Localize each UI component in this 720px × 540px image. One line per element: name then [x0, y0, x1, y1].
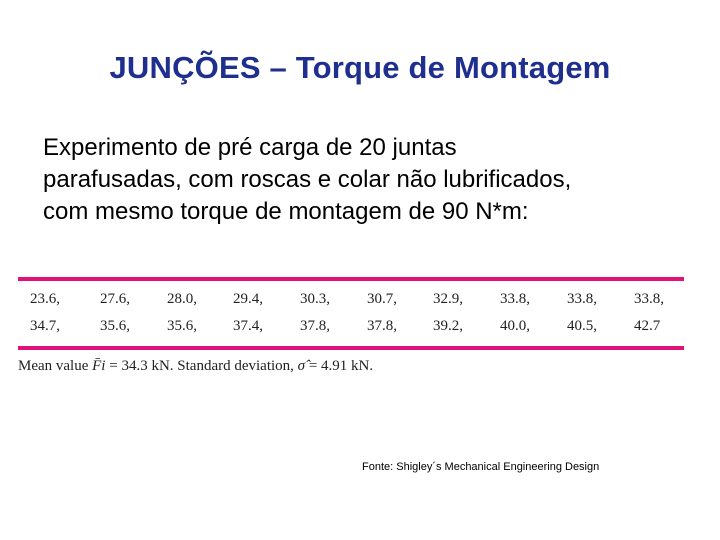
table-row: 23.6, 27.6, 28.0, 29.4, 30.3, 30.7, 32.9… [0, 291, 720, 315]
table-cell: 40.0, [500, 318, 530, 334]
summary-statistics: Mean value F̄i = 34.3 kN. Standard devia… [18, 358, 373, 375]
intro-line: Experimento de pré carga de 20 juntas [43, 134, 457, 161]
table-cell: 29.4, [233, 291, 263, 307]
intro-line: com mesmo torque de montagem de 90 N*m: [43, 198, 529, 225]
slide-title: JUNÇÕES – Torque de Montagem [109, 50, 611, 85]
table-cell: 32.9, [433, 291, 463, 307]
intro-line: parafusadas, com roscas e colar não lubr… [43, 166, 572, 193]
table-cell: 28.0, [167, 291, 197, 307]
table-cell: 37.8, [367, 318, 397, 334]
source-citation: Fonte: Shigley´s Mechanical Engineering … [362, 461, 600, 473]
mean-symbol: F̄i [92, 358, 106, 374]
table-bottom-rule [18, 346, 684, 350]
sd-symbol: σ̂ [297, 358, 306, 374]
table-cell: 30.3, [300, 291, 330, 307]
table-cell: 37.8, [300, 318, 330, 334]
table-cell: 27.6, [100, 291, 130, 307]
table-row: 34.7, 35.6, 35.6, 37.4, 37.8, 37.8, 39.2… [0, 318, 720, 342]
table-cell: 33.8, [567, 291, 597, 307]
intro-paragraph: Experimento de pré carga de 20 juntas pa… [43, 132, 703, 228]
table-cell: 35.6, [167, 318, 197, 334]
sd-value: = 4.91 kN. [305, 358, 374, 374]
table-cell: 34.7, [30, 318, 60, 334]
table-cell: 37.4, [233, 318, 263, 334]
mean-value: = 34.3 kN. Standard deviation, [105, 358, 298, 374]
table-top-rule [18, 277, 684, 281]
table-cell: 30.7, [367, 291, 397, 307]
table-cell: 33.8, [500, 291, 530, 307]
table-cell: 40.5, [567, 318, 597, 334]
table-cell: 42.7 [634, 318, 661, 334]
table-cell: 39.2, [433, 318, 463, 334]
table-cell: 35.6, [100, 318, 130, 334]
mean-label: Mean value [18, 358, 93, 374]
table-cell: 23.6, [30, 291, 60, 307]
table-cell: 33.8, [634, 291, 664, 307]
